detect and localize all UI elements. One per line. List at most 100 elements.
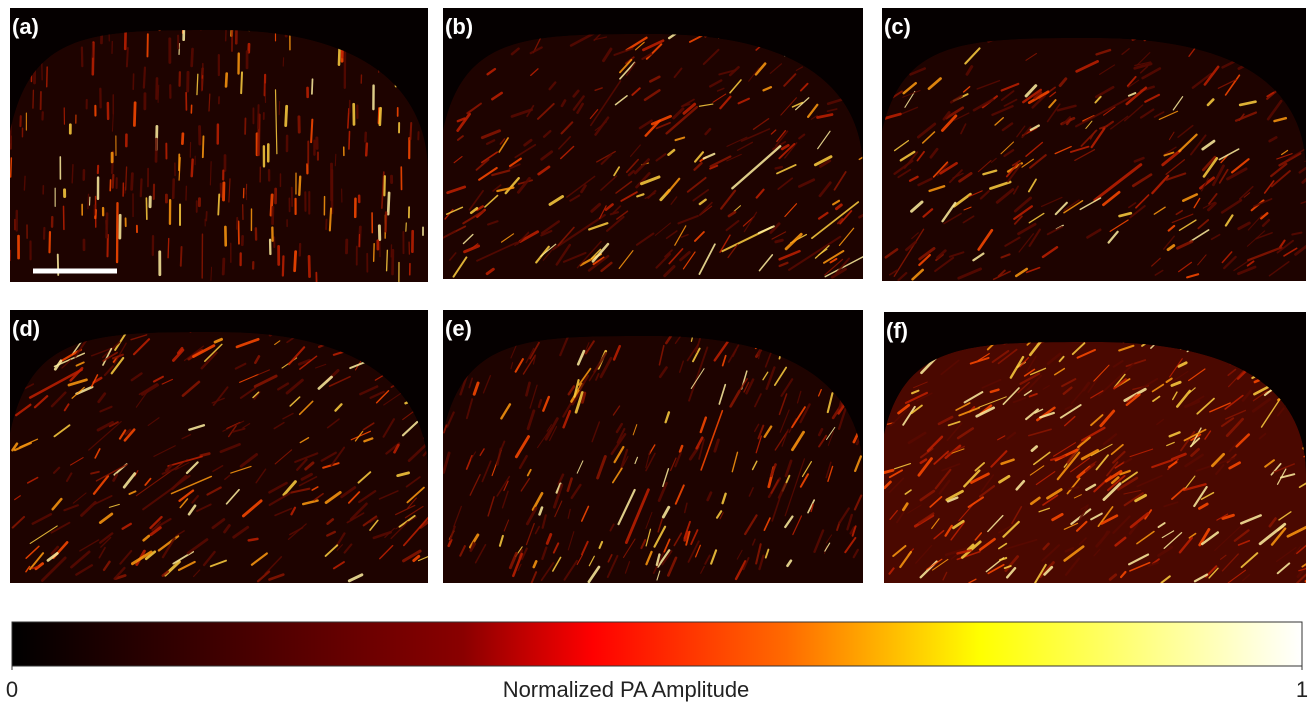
streak bbox=[965, 65, 974, 76]
streak bbox=[1126, 75, 1137, 87]
streak bbox=[926, 558, 943, 570]
tissue-region bbox=[443, 34, 863, 279]
streak bbox=[1029, 154, 1047, 169]
streak bbox=[896, 511, 905, 524]
streak bbox=[514, 358, 524, 373]
streak bbox=[114, 574, 127, 580]
streak bbox=[1258, 432, 1267, 440]
streak bbox=[755, 543, 762, 565]
streak bbox=[1281, 149, 1289, 156]
streak bbox=[844, 536, 857, 554]
streak bbox=[273, 421, 285, 430]
streak bbox=[1227, 368, 1237, 377]
streak bbox=[142, 534, 151, 542]
streak bbox=[606, 215, 625, 232]
streak bbox=[995, 188, 1015, 204]
streak bbox=[613, 47, 634, 56]
streak bbox=[1107, 230, 1119, 244]
streak bbox=[452, 256, 468, 278]
streak bbox=[1241, 389, 1253, 402]
streak bbox=[838, 507, 850, 525]
streak bbox=[1081, 426, 1106, 442]
streak bbox=[578, 367, 592, 386]
streak bbox=[580, 184, 587, 194]
streak bbox=[313, 0, 314, 8]
streak bbox=[485, 267, 495, 276]
streak bbox=[97, 392, 107, 404]
streak bbox=[1280, 473, 1296, 479]
streak bbox=[919, 458, 928, 465]
streak bbox=[1095, 48, 1112, 56]
streak bbox=[1073, 494, 1082, 499]
streak bbox=[520, 547, 528, 560]
streak bbox=[53, 424, 71, 438]
streak bbox=[523, 138, 533, 147]
streak bbox=[384, 527, 395, 539]
streak bbox=[1224, 74, 1241, 96]
streak bbox=[950, 521, 965, 541]
streak bbox=[475, 205, 484, 212]
streak bbox=[1200, 491, 1215, 500]
streak bbox=[87, 193, 90, 210]
streak bbox=[384, 211, 388, 233]
streak bbox=[858, 150, 863, 161]
streak bbox=[462, 210, 485, 225]
streak bbox=[71, 164, 74, 184]
streak bbox=[713, 438, 720, 453]
streak bbox=[254, 355, 261, 365]
streak bbox=[962, 215, 975, 224]
streak bbox=[1090, 127, 1106, 149]
streak bbox=[552, 483, 564, 509]
streak bbox=[105, 212, 109, 239]
streak bbox=[699, 416, 708, 434]
streak bbox=[818, 434, 828, 448]
streak bbox=[600, 175, 618, 191]
streak bbox=[1039, 411, 1055, 419]
streak bbox=[784, 459, 793, 478]
streak bbox=[340, 486, 357, 499]
streak bbox=[526, 468, 532, 477]
streak bbox=[893, 228, 925, 277]
streak bbox=[718, 69, 737, 76]
streak bbox=[884, 248, 899, 259]
streak bbox=[253, 374, 278, 388]
streak bbox=[958, 406, 981, 417]
streak bbox=[67, 378, 88, 387]
streak bbox=[447, 538, 453, 548]
streak bbox=[706, 491, 713, 502]
streak bbox=[1125, 393, 1141, 407]
streak bbox=[665, 336, 674, 345]
streak bbox=[466, 102, 482, 115]
streak bbox=[617, 488, 636, 526]
streak bbox=[824, 255, 863, 278]
streak bbox=[1300, 194, 1306, 205]
streak bbox=[63, 504, 79, 512]
streak bbox=[1151, 383, 1165, 393]
streak bbox=[776, 130, 787, 142]
streak bbox=[281, 255, 285, 277]
streak bbox=[929, 496, 943, 508]
streak bbox=[731, 145, 782, 190]
streak bbox=[1163, 151, 1175, 157]
streak bbox=[529, 341, 540, 360]
streak bbox=[720, 189, 737, 210]
streak bbox=[1220, 417, 1235, 428]
streak bbox=[350, 430, 372, 441]
streak bbox=[884, 480, 892, 490]
streak bbox=[1294, 243, 1306, 256]
streak bbox=[632, 424, 638, 436]
streak bbox=[219, 443, 241, 454]
streak bbox=[863, 310, 867, 327]
streak bbox=[775, 130, 789, 147]
streak bbox=[917, 457, 933, 477]
streak bbox=[234, 30, 239, 45]
streak bbox=[653, 525, 667, 548]
streak bbox=[623, 538, 636, 558]
streak bbox=[1068, 486, 1080, 491]
streak bbox=[1001, 122, 1014, 132]
streak bbox=[931, 518, 940, 530]
streak bbox=[634, 456, 639, 465]
streak bbox=[777, 177, 794, 190]
streak bbox=[1121, 471, 1138, 484]
streak bbox=[748, 67, 760, 82]
